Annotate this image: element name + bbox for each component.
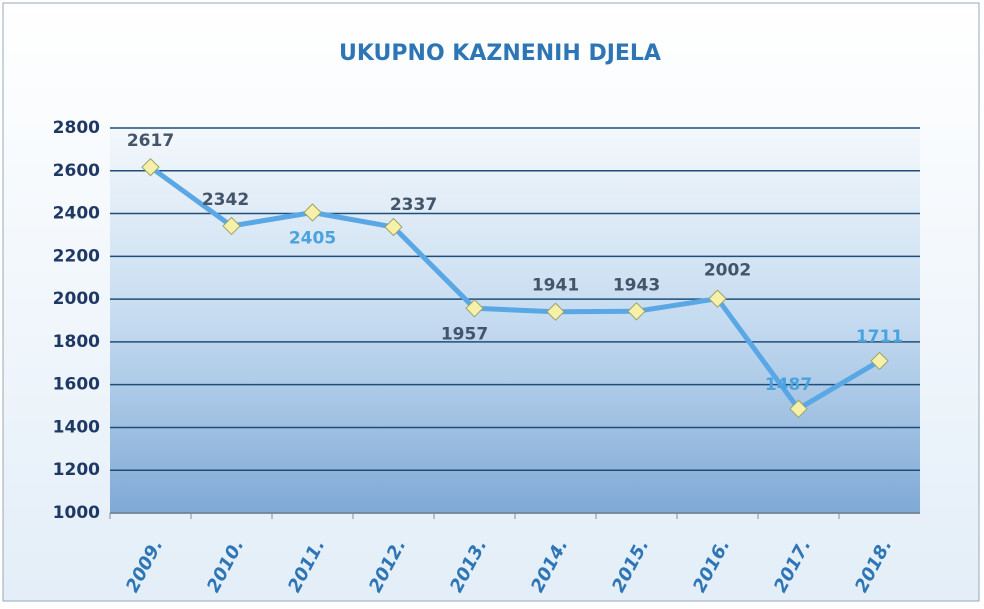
y-tick-label: 2200: [53, 246, 100, 266]
y-tick-label: 1800: [53, 332, 100, 352]
y-tick-label: 2400: [53, 204, 100, 224]
marker: [789, 399, 808, 419]
data-label: 1957: [441, 324, 488, 344]
y-tick-label: 2800: [53, 118, 100, 138]
data-line: [149, 165, 881, 412]
marker: [627, 302, 646, 321]
marker: [546, 302, 565, 321]
marker: [870, 351, 889, 371]
y-tick-label: 2000: [53, 289, 100, 309]
marker: [222, 216, 241, 236]
y-tick-label: 1400: [53, 417, 100, 437]
data-label: 2337: [390, 195, 437, 215]
data-label: 1943: [613, 275, 660, 295]
y-tick-label: 1600: [53, 375, 100, 395]
y-tick-label: 1000: [53, 503, 100, 523]
data-label: 2342: [202, 190, 249, 210]
marker: [708, 289, 727, 308]
marker: [465, 299, 484, 318]
y-tick-label: 2600: [53, 161, 100, 181]
y-tick-label: 1200: [53, 460, 100, 480]
data-label: 1711: [856, 327, 903, 347]
marker: [303, 203, 322, 222]
marker: [141, 157, 160, 177]
chart-title: UKUPNO KAZNENIH DJELA: [339, 41, 661, 66]
data-label: 2617: [127, 131, 174, 151]
plot-area: [110, 128, 920, 513]
data-label: 1487: [765, 375, 812, 395]
data-label: 2405: [289, 228, 336, 248]
data-label: 1941: [532, 276, 579, 296]
data-label: 2002: [704, 261, 751, 281]
marker: [384, 217, 403, 237]
